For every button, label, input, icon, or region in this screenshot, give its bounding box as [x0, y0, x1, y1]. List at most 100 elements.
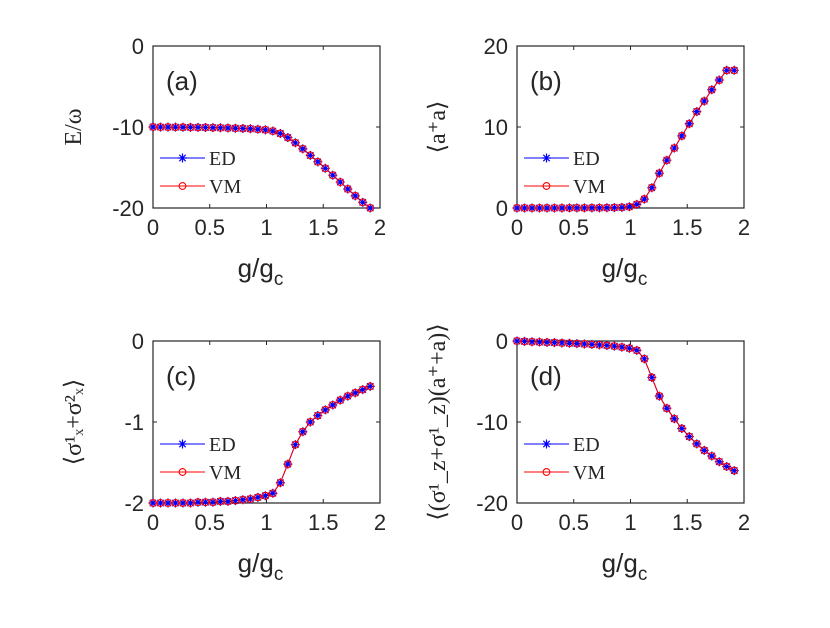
data-point-ed: [632, 199, 642, 209]
data-point-vm: [535, 204, 544, 212]
legend-marker-vm: [542, 468, 551, 476]
x-tick-label: 1.5: [308, 510, 339, 535]
data-point-ed: [624, 202, 634, 212]
x-tick-label: 0: [147, 510, 159, 535]
data-point-vm: [528, 204, 536, 212]
panel-label: (a): [166, 66, 198, 96]
data-point-ed: [163, 498, 173, 508]
x-tick-label: 0.5: [558, 510, 589, 535]
series-line-ed: [152, 126, 371, 209]
data-point-vm: [595, 203, 604, 212]
data-point-ed: [707, 85, 717, 95]
y-tick-label: 10: [484, 115, 508, 140]
data-point-ed: [594, 340, 604, 350]
data-point-ed: [350, 388, 360, 398]
data-point-vm: [722, 66, 731, 75]
data-point-ed: [654, 391, 664, 401]
data-point-ed: [343, 391, 353, 401]
data-point-vm: [715, 76, 724, 84]
data-point-ed: [542, 337, 552, 347]
panel-c: 0 0.5 1 1.5 2 -2 -1 0 g/gc ⟨σ¹ₓ+σ²ₓ⟩ (c) ED VM: [61, 329, 386, 585]
data-point-ed: [639, 194, 649, 204]
x-tick-label: 0: [511, 215, 523, 240]
data-point-vm: [707, 85, 716, 94]
data-point-vm: [291, 440, 300, 449]
data-point-vm: [632, 200, 641, 209]
data-point-ed: [328, 400, 338, 410]
legend-marker-vm: [542, 182, 551, 190]
data-point-vm: [253, 125, 262, 134]
y-tick-label: -20: [112, 196, 144, 221]
x-tick-label: 0: [147, 215, 159, 240]
y-axis-label: ⟨σ¹ₓ+σ²ₓ⟩: [61, 379, 87, 465]
data-point-ed: [662, 403, 672, 413]
data-point-vm: [572, 339, 581, 348]
legend-marker-vm: [178, 468, 187, 476]
panel-label: (d): [530, 361, 562, 391]
x-tick-label: 0.5: [194, 510, 225, 535]
data-point-ed: [632, 345, 642, 355]
data-point-vm: [595, 340, 604, 349]
data-point-ed: [283, 459, 293, 469]
data-point-vm: [306, 418, 315, 426]
data-point-vm: [298, 144, 307, 153]
y-tick-label: -10: [476, 410, 508, 435]
data-point-vm: [283, 133, 292, 142]
x-tick-label: 1.5: [672, 510, 703, 535]
data-point-ed: [549, 338, 559, 348]
y-tick-label: 0: [132, 34, 144, 59]
data-point-ed: [358, 385, 368, 395]
data-point-ed: [320, 163, 330, 173]
data-point-ed: [609, 203, 619, 213]
data-point-vm: [321, 164, 330, 173]
data-point-ed: [602, 203, 612, 213]
data-point-ed: [527, 203, 537, 213]
data-point-vm: [617, 343, 626, 352]
data-point-ed: [572, 339, 582, 349]
data-point-ed: [647, 183, 657, 193]
data-point-ed: [617, 202, 627, 212]
data-point-vm: [179, 123, 187, 132]
data-point-ed: [358, 197, 368, 207]
data-point-vm: [358, 198, 367, 207]
data-point-ed: [519, 336, 529, 346]
data-point-ed: [185, 122, 195, 132]
data-point-vm: [283, 460, 292, 469]
data-point-ed: [215, 123, 225, 133]
x-tick-label: 1: [260, 510, 272, 535]
data-point-vm: [336, 178, 345, 187]
data-point-vm: [366, 204, 375, 212]
data-point-vm: [201, 498, 210, 507]
x-tick-label: 1: [624, 215, 636, 240]
data-point-vm: [164, 123, 172, 132]
data-point-ed: [268, 126, 278, 136]
data-point-vm: [201, 123, 210, 132]
data-point-ed: [617, 342, 627, 352]
data-point-ed: [185, 498, 195, 508]
data-point-vm: [565, 339, 574, 348]
data-point-vm: [685, 432, 694, 441]
data-point-ed: [320, 405, 330, 415]
y-tick-label: 20: [484, 34, 508, 59]
data-point-vm: [306, 151, 315, 160]
data-point-vm: [625, 344, 634, 353]
data-point-ed: [557, 203, 567, 213]
data-point-vm: [632, 346, 641, 355]
data-point-vm: [707, 452, 716, 460]
legend-marker-ed: [178, 153, 187, 163]
data-point-ed: [298, 427, 308, 437]
y-tick-label: 0: [132, 329, 144, 354]
data-point-ed: [238, 123, 248, 133]
data-point-vm: [366, 382, 375, 391]
data-point-vm: [535, 338, 544, 347]
data-point-vm: [313, 157, 322, 166]
data-point-ed: [707, 451, 717, 461]
legend-label-vm: VM: [209, 176, 241, 198]
data-point-vm: [351, 191, 360, 200]
data-point-ed: [230, 123, 240, 133]
data-point-vm: [216, 123, 225, 132]
legend-label-ed: ED: [209, 148, 236, 170]
data-point-vm: [550, 204, 559, 212]
